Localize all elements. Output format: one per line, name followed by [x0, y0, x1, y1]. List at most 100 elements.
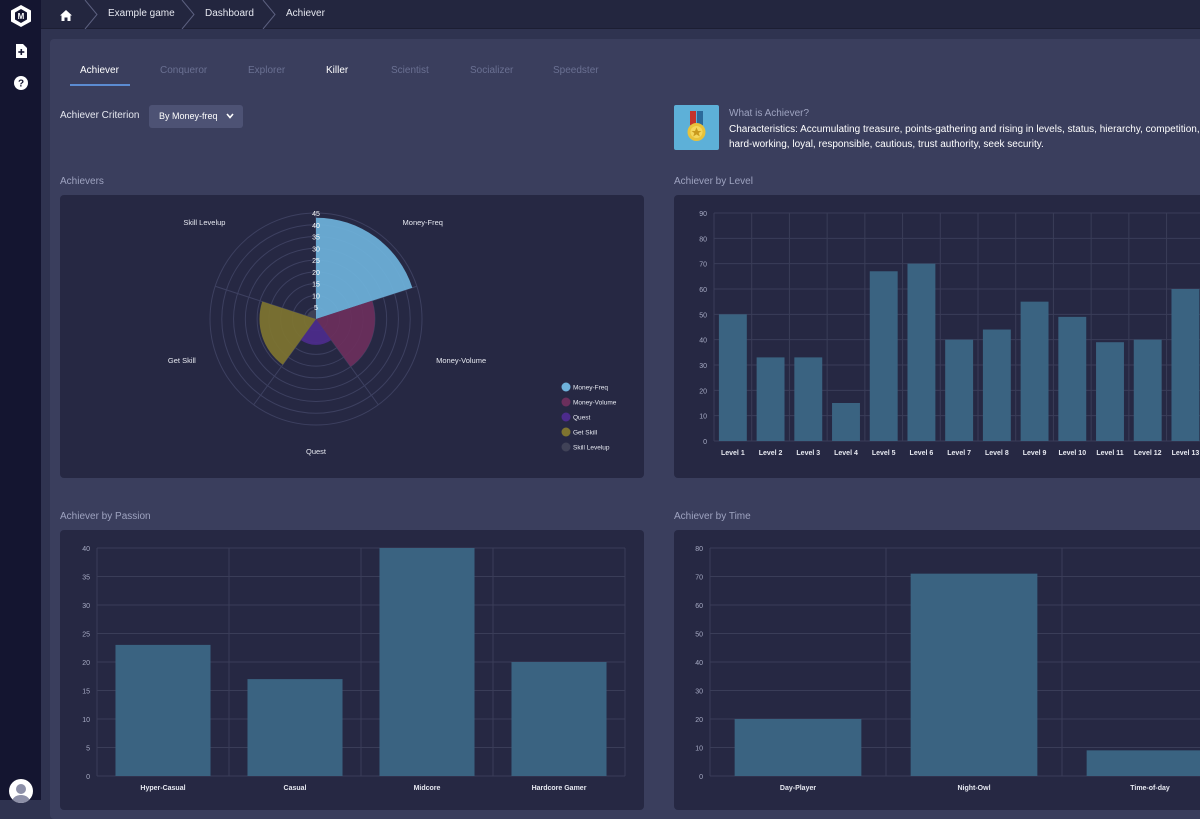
y-tick-label: 50	[699, 312, 707, 319]
section-title-by-level: Achiever by Level	[674, 176, 753, 187]
info-description: Characteristics: Accumulating treasure, …	[729, 122, 1200, 152]
y-tick-label: 80	[695, 546, 703, 553]
tab-socializer[interactable]: Socializer	[470, 65, 514, 76]
polar-slice	[316, 217, 413, 319]
x-tick-label: Level 3	[796, 450, 820, 457]
y-tick-label: 25	[82, 632, 90, 639]
achievers-polar-chart: 5 10 15 20 25 30 35 40 45 Money-Freq Money-Volume Q…	[168, 211, 617, 456]
tab-scientist[interactable]: Scientist	[391, 65, 429, 76]
legend-label: Quest	[573, 415, 591, 422]
y-tick-label: 10	[699, 414, 707, 421]
r-tick-label: 45	[312, 211, 320, 218]
section-title-achievers: Achievers	[60, 176, 104, 187]
y-tick-label: 70	[695, 575, 703, 582]
level-bar-chart: 0 10 20 30 40 50 60 70 80 90 Level 1 Level 2 Level 3…	[699, 211, 1200, 457]
info-line: hard-working, loyal, responsible, cautio…	[729, 139, 1044, 150]
user-avatar[interactable]	[9, 779, 33, 803]
y-tick-label: 80	[699, 236, 707, 243]
y-tick-label: 5	[86, 746, 90, 753]
criterion-select[interactable]: By Money-freq	[149, 105, 243, 128]
r-tick-label: 25	[312, 258, 320, 265]
tab-conqueror[interactable]: Conqueror	[160, 65, 208, 76]
breadcrumb-separator-icon	[262, 0, 276, 29]
section-title-by-passion: Achiever by Passion	[60, 511, 151, 522]
sidebar: M ?	[0, 0, 41, 803]
y-tick-label: 20	[699, 388, 707, 395]
polar-category-label: Quest	[306, 447, 327, 456]
chart-bar	[794, 357, 823, 441]
chart-bar	[1096, 342, 1124, 441]
chart-bar	[869, 271, 898, 441]
chevron-down-icon	[226, 113, 234, 119]
tab-speedster[interactable]: Speedster	[553, 65, 599, 76]
y-tick-label: 10	[695, 746, 703, 753]
passion-bar-chart: 0 5 10 15 20 25 30 35 40 Hyper-Casual Casual Midcor…	[82, 546, 626, 792]
section-title-by-time: Achiever by Time	[674, 511, 751, 522]
x-tick-label: Level 9	[1023, 450, 1047, 457]
info-title: What is Achiever?	[729, 108, 810, 119]
passion-chart-panel: 0 5 10 15 20 25 30 35 40 Hyper-Casual Casual Midcor…	[60, 530, 644, 810]
x-tick-label: Level 4	[834, 450, 858, 457]
breadcrumb-item-dashboard[interactable]: Dashboard	[205, 8, 254, 19]
polar-category-label: Get Skill	[168, 356, 196, 365]
x-tick-label: Time-of-day	[1130, 785, 1170, 792]
help-icon[interactable]: ?	[12, 74, 29, 91]
y-tick-label: 15	[82, 689, 90, 696]
polar-category-label: Money-Freq	[403, 218, 443, 227]
breadcrumb-item-achiever: Achiever	[286, 8, 325, 19]
criterion-select-value: By Money-freq	[159, 111, 218, 121]
breadcrumb-item-game[interactable]: Example game	[108, 8, 175, 19]
breadcrumb: Example game Dashboard Achiever	[41, 0, 1200, 29]
chart-bar	[718, 314, 747, 441]
r-tick-label: 20	[312, 270, 320, 277]
level-chart-panel: 0 10 20 30 40 50 60 70 80 90 Level 1 Level 2 Level 3…	[674, 195, 1200, 478]
x-tick-label: Hyper-Casual	[140, 785, 185, 792]
polar-slice	[307, 309, 316, 319]
y-tick-label: 0	[699, 774, 703, 781]
y-tick-label: 20	[82, 660, 90, 667]
criterion-label: Achiever Criterion	[60, 110, 140, 121]
x-tick-label: Level 7	[947, 450, 971, 457]
polar-slice	[300, 319, 332, 345]
chart-bar	[832, 403, 860, 441]
tab-achiever[interactable]: Achiever	[80, 65, 119, 76]
add-document-icon[interactable]	[12, 42, 29, 59]
x-tick-label: Hardcore Gamer	[532, 785, 587, 792]
achiever-medal-icon	[674, 105, 719, 150]
legend-swatch	[561, 427, 571, 437]
legend-label: Money-Freq	[573, 385, 608, 392]
chart-bar	[1171, 289, 1200, 441]
r-tick-label: 35	[312, 235, 320, 242]
chart-bar	[945, 339, 974, 441]
x-tick-label: Level 11	[1096, 450, 1123, 457]
app-logo-icon[interactable]: M	[9, 4, 33, 28]
legend-swatch	[561, 397, 571, 407]
r-tick-label: 5	[314, 305, 318, 312]
y-tick-label: 35	[82, 575, 90, 582]
y-tick-label: 0	[86, 774, 90, 781]
legend-swatch	[561, 442, 571, 452]
time-bar-chart: 0 10 20 30 40 50 60 70 80 Day-Player Night-Owl Time…	[695, 546, 1200, 792]
x-tick-label: Day-Player	[780, 785, 816, 792]
tab-explorer[interactable]: Explorer	[248, 65, 286, 76]
legend-label: Money-Volume	[573, 400, 617, 407]
y-tick-label: 60	[699, 287, 707, 294]
y-tick-label: 0	[703, 439, 707, 446]
home-icon[interactable]	[60, 8, 72, 26]
tab-killer[interactable]: Killer	[326, 65, 349, 76]
chart-bar	[1058, 316, 1087, 441]
polar-slice	[316, 300, 375, 367]
svg-text:M: M	[18, 12, 25, 21]
y-tick-label: 40	[82, 546, 90, 553]
chart-bar	[910, 573, 1038, 776]
active-tab-indicator	[70, 84, 130, 86]
polar-category-label: Money-Volume	[436, 356, 486, 365]
time-chart-panel: 0 10 20 30 40 50 60 70 80 Day-Player Night-Owl Time…	[674, 530, 1200, 810]
x-tick-label: Level 6	[910, 450, 934, 457]
breadcrumb-separator-icon	[84, 0, 98, 29]
y-tick-label: 70	[699, 262, 707, 269]
x-tick-label: Level 2	[759, 450, 783, 457]
chart-bar	[115, 644, 211, 776]
chart-bar	[1133, 339, 1162, 441]
r-tick-label: 40	[312, 223, 320, 230]
